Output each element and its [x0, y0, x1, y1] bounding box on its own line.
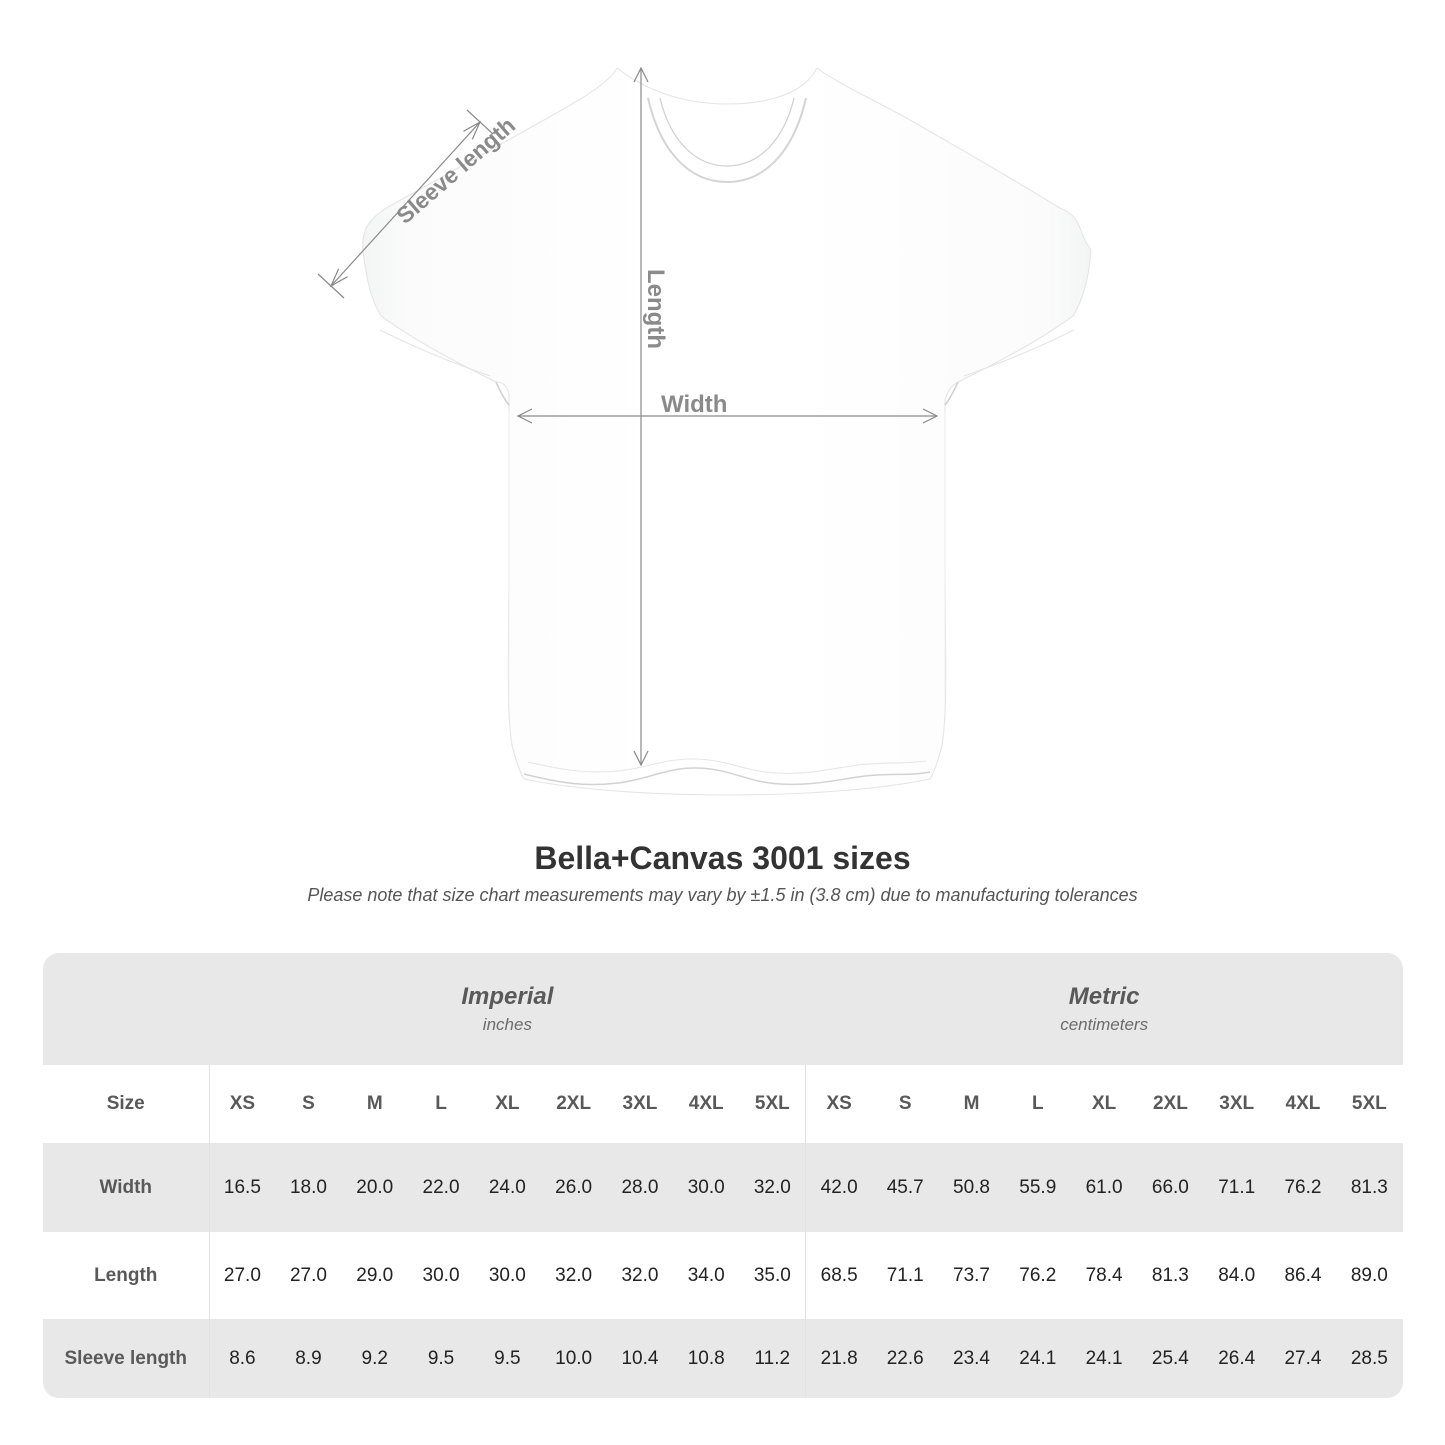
- svg-text:Length: Length: [642, 269, 669, 349]
- svg-text:Width: Width: [661, 391, 727, 418]
